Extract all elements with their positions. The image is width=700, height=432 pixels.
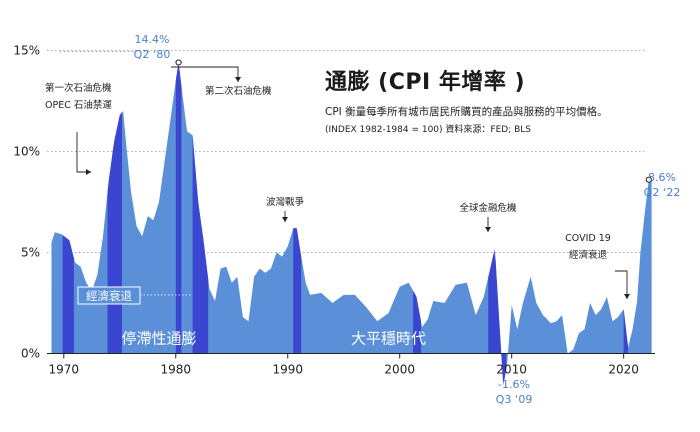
annotation-arrow-covid bbox=[624, 294, 630, 299]
x-tick-label: 1970 bbox=[49, 363, 80, 377]
recession-band bbox=[293, 228, 302, 354]
era-label-stagflation: 停滯性通膨 bbox=[121, 329, 196, 347]
y-tick-label: 10% bbox=[13, 144, 40, 158]
chart-subtitle: CPI 衡量每季所有城市居民所購買的產品與服務的平均價格。 bbox=[325, 106, 608, 118]
annotation-arrow-gfc bbox=[485, 227, 491, 232]
y-tick-label: 15% bbox=[13, 43, 40, 57]
callout-low09: -1.6% bbox=[498, 378, 530, 391]
callout-peak22: 8.6% bbox=[648, 171, 676, 184]
callout-marker-peak80 bbox=[175, 59, 182, 66]
chart-source: (INDEX 1982-1984 = 100) 資料來源：FED; BLS bbox=[325, 125, 531, 135]
annotation-line-oil1 bbox=[76, 132, 91, 173]
x-tick-label: 2020 bbox=[608, 363, 639, 377]
callout-marker-peak22 bbox=[645, 176, 652, 183]
annotation-oil2: 第二次石油危機 bbox=[205, 85, 272, 97]
callout-low09: Q3 ‘09 bbox=[496, 393, 533, 406]
era-label-moderation: 大平穩時代 bbox=[351, 329, 426, 347]
annotation-line-covid bbox=[615, 270, 628, 299]
annotation-oil1: OPEC 石油禁運 bbox=[45, 99, 112, 111]
x-tick-label: 2000 bbox=[384, 363, 415, 377]
callout-peak80: 14.4% bbox=[135, 33, 170, 46]
x-tick-label: 2010 bbox=[496, 363, 527, 377]
recession-band bbox=[623, 309, 629, 354]
recession-band bbox=[107, 112, 122, 354]
recession-band bbox=[175, 62, 182, 354]
x-tick-label: 1990 bbox=[272, 363, 303, 377]
chart-title: 通膨 (CPI 年增率 ) bbox=[325, 70, 526, 95]
annotation-gulf: 波灣戰爭 bbox=[266, 196, 305, 208]
annotation-arrow-gulf bbox=[282, 217, 288, 222]
annotation-line-oil2 bbox=[171, 66, 239, 82]
annotation-covid: 經濟衰退 bbox=[569, 249, 608, 261]
recession-band bbox=[488, 251, 507, 383]
callout-peak80: Q2 ‘80 bbox=[134, 48, 171, 61]
y-tick-label: 5% bbox=[21, 245, 40, 259]
y-tick-label: 0% bbox=[21, 347, 40, 361]
x-tick-label: 1980 bbox=[160, 363, 191, 377]
callout-peak22: Q2 ‘22 bbox=[644, 186, 681, 199]
recession-band bbox=[413, 290, 421, 354]
legend-label: 經濟衰退 bbox=[86, 289, 132, 303]
recession-band bbox=[192, 135, 209, 354]
recession-band bbox=[62, 235, 74, 354]
annotation-gfc: 全球金融危機 bbox=[459, 202, 517, 214]
annotation-arrow-oil1 bbox=[86, 169, 91, 175]
annotation-oil1: 第一次石油危機 bbox=[45, 82, 112, 94]
legend-swatch bbox=[77, 286, 141, 305]
annotation-covid: COVID 19 bbox=[565, 233, 611, 244]
annotation-arrow-oil2 bbox=[235, 77, 241, 82]
